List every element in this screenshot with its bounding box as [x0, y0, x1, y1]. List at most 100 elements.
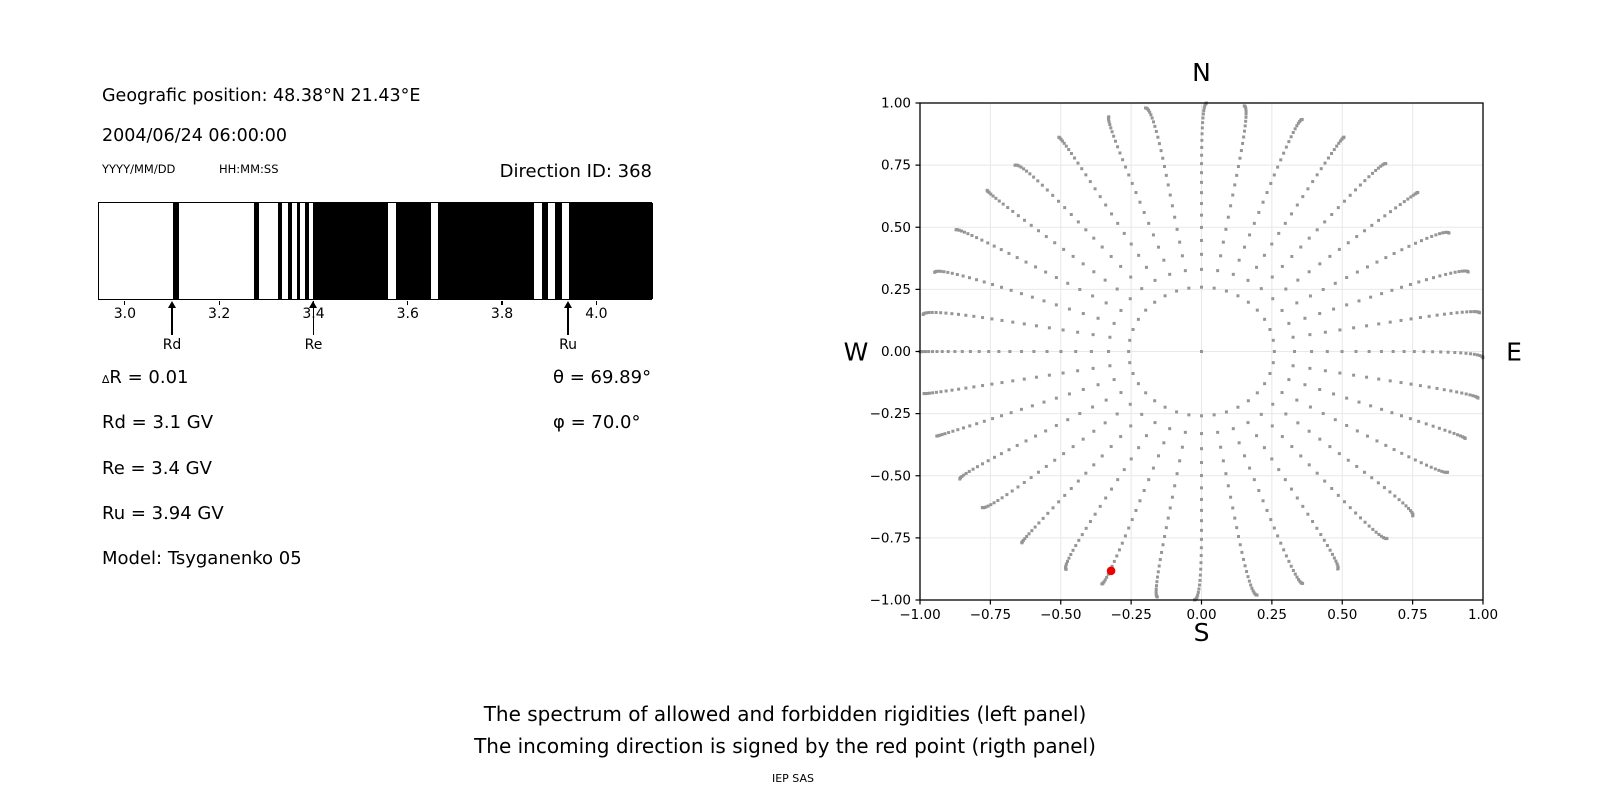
- scatter-dot: [1461, 435, 1465, 439]
- scatter-dot: [1243, 564, 1247, 568]
- scatter-dot: [1332, 307, 1336, 311]
- scatter-dot: [1259, 287, 1263, 291]
- scatter-dot: [1400, 451, 1404, 455]
- scatter-dot: [1047, 326, 1051, 330]
- scatter-dot: [1154, 584, 1158, 588]
- scatter-dot: [1336, 206, 1340, 210]
- marker-arrow-rd: [168, 301, 177, 308]
- scatter-dot: [1375, 260, 1379, 264]
- scatter-dot: [1030, 295, 1034, 299]
- scatter-dot: [1041, 516, 1045, 520]
- scatter-dot: [1265, 508, 1269, 512]
- scatter-dot: [1456, 433, 1460, 437]
- scatter-dot: [1200, 138, 1204, 142]
- scatter-dot: [1196, 593, 1200, 597]
- scatter-dot: [1161, 543, 1165, 547]
- scatter-dot: [1284, 554, 1288, 558]
- scatter-dot: [1449, 271, 1453, 275]
- scatter-dot: [1034, 324, 1038, 328]
- scatter-dot: [1108, 123, 1112, 127]
- scatter-dot: [1164, 173, 1168, 177]
- scatter-dot: [1380, 292, 1384, 296]
- scatter-dot: [1046, 511, 1050, 515]
- scatter-dot: [1435, 386, 1439, 390]
- scatter-dot: [1062, 247, 1066, 251]
- scatter-dot: [1069, 553, 1073, 557]
- scatter-dot: [1142, 210, 1146, 214]
- scatter-dot: [1175, 289, 1179, 293]
- scatter-dot: [1084, 228, 1088, 232]
- scatter-dot: [1388, 210, 1392, 214]
- scatter-dot: [1295, 124, 1299, 128]
- y-tick-label: 0.75: [881, 158, 911, 174]
- scatter-dot: [1071, 548, 1075, 552]
- y-tick-label: 0.50: [881, 220, 911, 236]
- scatter-dot: [1108, 335, 1112, 339]
- scatter-dot: [946, 350, 950, 354]
- forbidden-band: [254, 203, 260, 299]
- scatter-dot: [1365, 434, 1369, 438]
- scatter-dot: [1280, 435, 1284, 439]
- scatter-dot: [1200, 497, 1203, 501]
- scatter-dot: [1221, 459, 1225, 463]
- scatter-dot: [1435, 313, 1439, 317]
- scatter-dot: [1346, 458, 1350, 462]
- scatter-dot: [1279, 541, 1283, 545]
- scatter-dot: [1115, 287, 1119, 291]
- scatter-dot: [1144, 434, 1148, 438]
- x-tick-label: 0.00: [1186, 607, 1216, 623]
- scatter-dot: [1453, 351, 1457, 355]
- scatter-dot: [1200, 171, 1204, 175]
- scatter-dot: [1402, 200, 1406, 204]
- scatter-dot: [1069, 487, 1073, 491]
- scatter-dot: [1081, 387, 1085, 391]
- scatter-dot: [1399, 414, 1403, 418]
- scatter-dot: [1219, 445, 1223, 449]
- scatter-dot: [939, 390, 943, 394]
- spectrum-axis-tick: [124, 300, 126, 305]
- scatter-dot: [1235, 173, 1239, 177]
- scatter-dot: [1409, 382, 1413, 386]
- scatter-dot: [1054, 276, 1058, 280]
- scatter-dot: [1066, 418, 1070, 422]
- scatter-dot: [1250, 586, 1254, 590]
- scatter-dot: [1308, 366, 1312, 370]
- scatter-dot: [1156, 570, 1160, 574]
- scatter-dot: [1357, 400, 1361, 404]
- scatter-dot: [992, 501, 996, 505]
- scatter-dot: [1060, 139, 1064, 143]
- scatter-dot: [962, 473, 966, 477]
- scatter-dot: [1245, 570, 1249, 574]
- scatter-dot: [1084, 471, 1088, 475]
- scatter-dot: [1163, 405, 1167, 409]
- scatter-dot: [955, 273, 959, 277]
- spectrum-tick-label: 3.2: [208, 306, 231, 322]
- scatter-dot: [1272, 173, 1276, 177]
- scatter-dot: [1200, 252, 1203, 256]
- scatter-dot: [1408, 509, 1412, 513]
- scatter-dot: [1183, 430, 1187, 434]
- scatter-dot: [1168, 193, 1172, 197]
- scatter-dot: [934, 390, 938, 394]
- scatter-dot: [1109, 126, 1113, 130]
- scatter-dot: [1326, 156, 1330, 160]
- scatter-dot: [1000, 414, 1004, 418]
- scatter-dot: [1073, 156, 1077, 160]
- scatter-dot: [1034, 265, 1038, 269]
- scatter-dot: [1417, 419, 1421, 423]
- scatter-dot: [1374, 530, 1378, 534]
- scatter-dot: [1407, 455, 1411, 459]
- scatter-dot: [1399, 381, 1403, 385]
- scatter-dot: [1336, 567, 1340, 571]
- scatter-dot: [1365, 324, 1369, 328]
- scatter-dot: [1224, 227, 1228, 231]
- scatter-dot: [935, 350, 939, 354]
- scatter-dot: [1455, 390, 1459, 394]
- scatter-dot: [1408, 417, 1412, 421]
- scatter-dot: [1348, 193, 1352, 197]
- scatter-dot: [1201, 112, 1205, 116]
- scatter-dot: [1236, 405, 1240, 409]
- scatter-dot: [1088, 180, 1092, 184]
- scatter-dot: [1200, 162, 1204, 166]
- scatter-dot: [1053, 458, 1057, 462]
